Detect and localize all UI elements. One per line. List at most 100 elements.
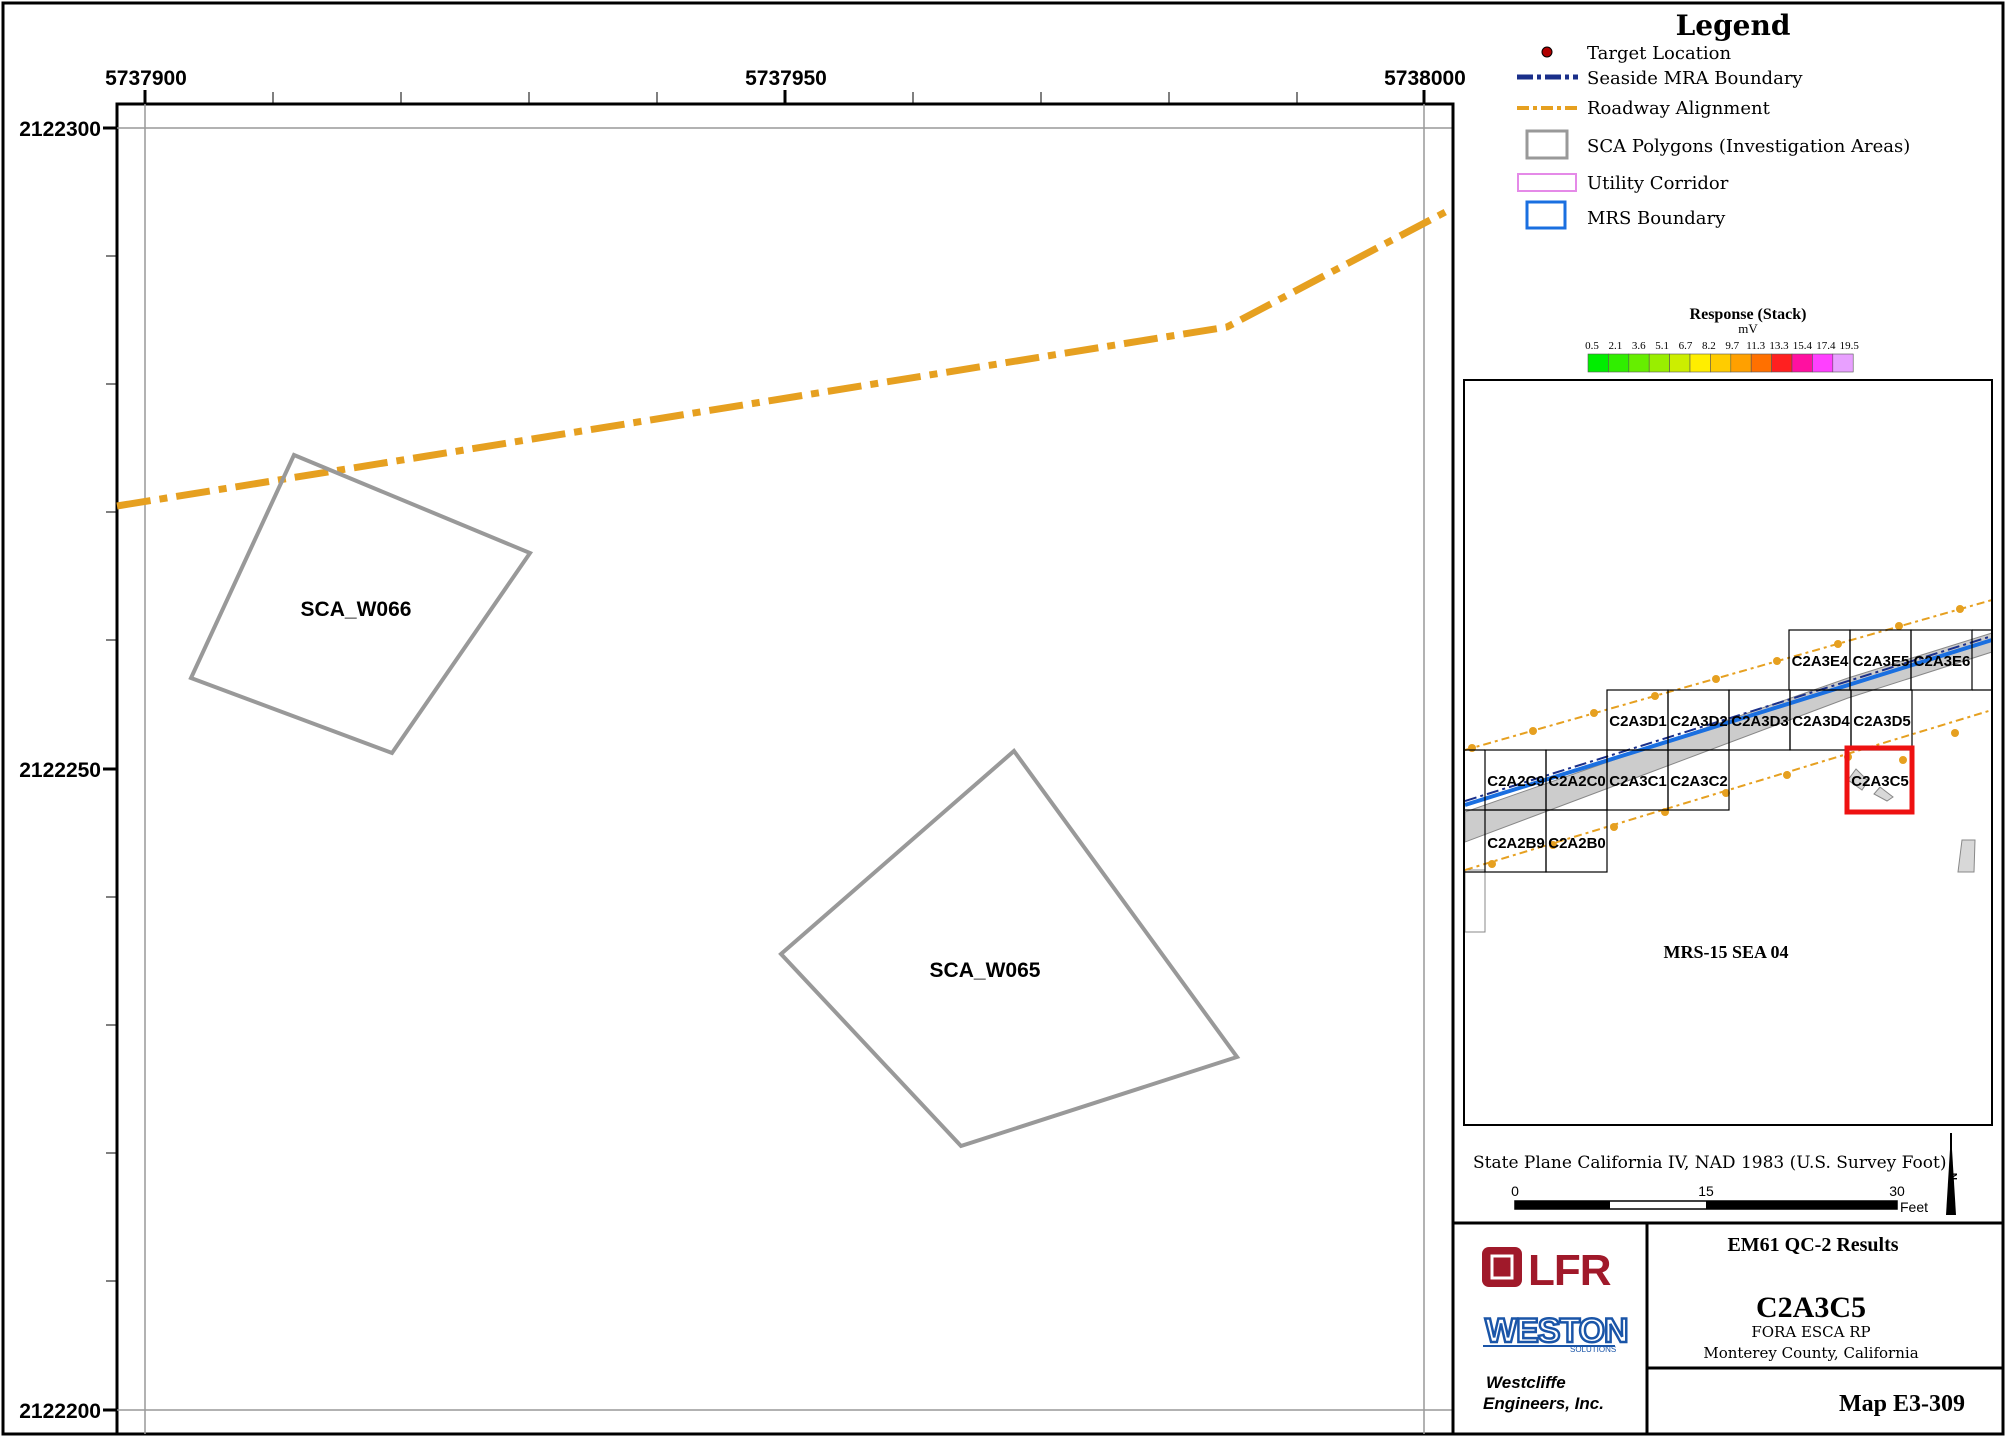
sca-polygon-w065 (778, 748, 1241, 1149)
svg-text:N: N (1949, 1173, 1960, 1180)
x-tick-label-2: 5737950 (745, 67, 827, 90)
inset-cell-label-c2a3c2: C2A3C2 (1670, 773, 1728, 790)
ramp-tick-label: 6.7 (1679, 340, 1693, 352)
inset-map-frame (1463, 379, 1993, 1126)
ramp-swatch (1608, 353, 1630, 373)
inset-cell-label-c2a3d1: C2A3D1 (1609, 713, 1667, 730)
y-tick-label-2: 2122250 (19, 759, 101, 782)
title-block: LFR WESTON SOLUTIONS Westcliffe Engineer… (1482, 1223, 2003, 1434)
response-unit: mV (1738, 321, 1758, 336)
response-title: Response (Stack) (1690, 306, 1807, 323)
inset-roadway-north (1465, 599, 1991, 751)
y-axis-ticks (103, 126, 117, 1412)
weston-logo-text: WESTON (1485, 1312, 1628, 1350)
ramp-swatch (1628, 353, 1650, 373)
ramp-swatch (1648, 353, 1670, 373)
roadway-alignment-line (116, 204, 1455, 510)
legend-item-target-location: Target Location (1587, 43, 1732, 64)
response-ramp-ticks: 0.5 2.1 3.6 5.1 6.7 8.2 9.7 11.3 13.3 15.4 17.4 19.… (1585, 340, 1859, 352)
lfr-logo: LFR (1482, 1246, 1612, 1295)
inset-gray-feature-3 (1873, 786, 1894, 802)
weston-logo: WESTON SOLUTIONS (1483, 1311, 1630, 1354)
inset-gray-feature-1 (1957, 839, 1976, 873)
inset-gray-feature-2 (1847, 768, 1869, 791)
title-grid-id: C2A3C5 (1756, 1291, 1866, 1324)
x-axis-ticks (143, 90, 1426, 104)
scale-unit: Feet (1900, 1199, 1928, 1215)
inset-cell-label-c2a3c1: C2A3C1 (1609, 773, 1667, 790)
scale-bar (1514, 1200, 1898, 1210)
x-tick-label-1: 5737900 (105, 67, 187, 90)
inset-cell-label-c2a3d4: C2A3D4 (1792, 713, 1850, 730)
inset-cell-label-c2a3e4: C2A3E4 (1792, 653, 1849, 670)
sca-label-w065: SCA_W065 (930, 959, 1041, 982)
inset-cell-label-c2a3e5: C2A3E5 (1853, 653, 1910, 670)
company-name-line1: Westcliffe (1486, 1373, 1566, 1392)
sca-label-w066: SCA_W066 (301, 598, 412, 621)
scale-section: State Plane California IV, NAD 1983 (U.S… (1453, 1133, 2003, 1225)
ramp-tick-label: 19.5 (1840, 340, 1860, 352)
y-tick-label-3: 2122200 (19, 1400, 101, 1423)
inset-cell-label-c2a3d2: C2A3D2 (1670, 713, 1728, 730)
ramp-tick-label: 9.7 (1725, 340, 1739, 352)
legend-item-utility-corridor: Utility Corridor (1587, 173, 1729, 194)
sca-polygons-icon (1525, 129, 1569, 160)
ramp-swatch (1812, 353, 1834, 373)
projection-text: State Plane California IV, NAD 1983 (U.S… (1473, 1153, 1946, 1173)
response-color-ramp (1587, 353, 1854, 373)
ramp-swatch (1771, 353, 1793, 373)
inset-cell-label-c2a2b9: C2A2B9 (1487, 835, 1545, 852)
scale-tick-15: 15 (1698, 1183, 1714, 1199)
inset-area-label: MRS-15 SEA 04 (1663, 942, 1788, 962)
ramp-swatch (1710, 353, 1732, 373)
title-heading: EM61 QC-2 Results (1727, 1234, 1898, 1256)
weston-logo-sub: SOLUTIONS (1570, 1345, 1616, 1354)
inset-cell-label-c2a2b0: C2A2B0 (1548, 835, 1606, 852)
legend-item-sca-polygons: SCA Polygons (Investigation Areas) (1587, 136, 1910, 157)
main-map-frame (115, 102, 1455, 1436)
ramp-swatch (1832, 353, 1854, 373)
ramp-tick-label: 0.5 (1585, 340, 1599, 352)
ramp-tick-label: 3.6 (1632, 340, 1646, 352)
inset-gray-area (1465, 632, 1991, 843)
main-map: 5737900 5737950 5738000 2122300 2122250 … (19, 67, 1466, 1436)
ramp-tick-label: 13.3 (1769, 340, 1789, 352)
sca-polygon-w066 (188, 452, 534, 756)
y-tick-label-1: 2122300 (19, 118, 101, 141)
ramp-tick-label: 5.1 (1655, 340, 1669, 352)
map-number: Map E3-309 (1839, 1391, 1965, 1417)
scale-tick-0: 0 (1511, 1183, 1519, 1199)
ramp-tick-label: 15.4 (1793, 340, 1813, 352)
x-tick-label-3: 5738000 (1384, 67, 1466, 90)
inset-highlight-cell (1844, 745, 1915, 815)
inset-gray-feature-4 (1465, 869, 1486, 933)
mrs-boundary-icon (1525, 200, 1567, 230)
scale-tick-30: 30 (1889, 1183, 1905, 1199)
ramp-swatch (1750, 353, 1772, 373)
lfr-logo-text: LFR (1528, 1246, 1611, 1295)
ramp-tick-label: 11.3 (1746, 340, 1765, 352)
target-location-icon (1541, 46, 1553, 58)
legend-item-mrs-boundary: MRS Boundary (1587, 208, 1726, 229)
ramp-swatch (1730, 353, 1752, 373)
ramp-swatch (1669, 353, 1691, 373)
ramp-tick-label: 17.4 (1816, 340, 1836, 352)
ramp-swatch (1587, 353, 1609, 373)
ramp-swatch (1791, 353, 1813, 373)
ramp-tick-label: 8.2 (1702, 340, 1716, 352)
ramp-swatch (1689, 353, 1711, 373)
north-arrow-icon: N (1946, 1133, 1960, 1215)
legend: Legend Target Location Seaside MRA Bound… (1517, 9, 1910, 373)
inset-cell-label-c2a3d3: C2A3D3 (1731, 713, 1789, 730)
legend-title: Legend (1676, 9, 1791, 42)
utility-corridor-icon (1517, 173, 1577, 192)
inset-cell-label-c2a3d5: C2A3D5 (1853, 713, 1911, 730)
inset-roadway-south (1465, 709, 1991, 871)
ramp-tick-label: 2.1 (1609, 340, 1623, 352)
inset-map: C2A3E4 C2A3E5 C2A3E6 C2A3D1 C2A3D2 C2A3D… (1463, 379, 1993, 1126)
inset-cell-label-c2a2c0: C2A2C0 (1548, 773, 1606, 790)
title-location: Monterey County, California (1703, 1344, 1918, 1362)
legend-item-seaside-mra-boundary: Seaside MRA Boundary (1587, 68, 1803, 89)
inset-cell-label-c2a2c9: C2A2C9 (1487, 773, 1545, 790)
